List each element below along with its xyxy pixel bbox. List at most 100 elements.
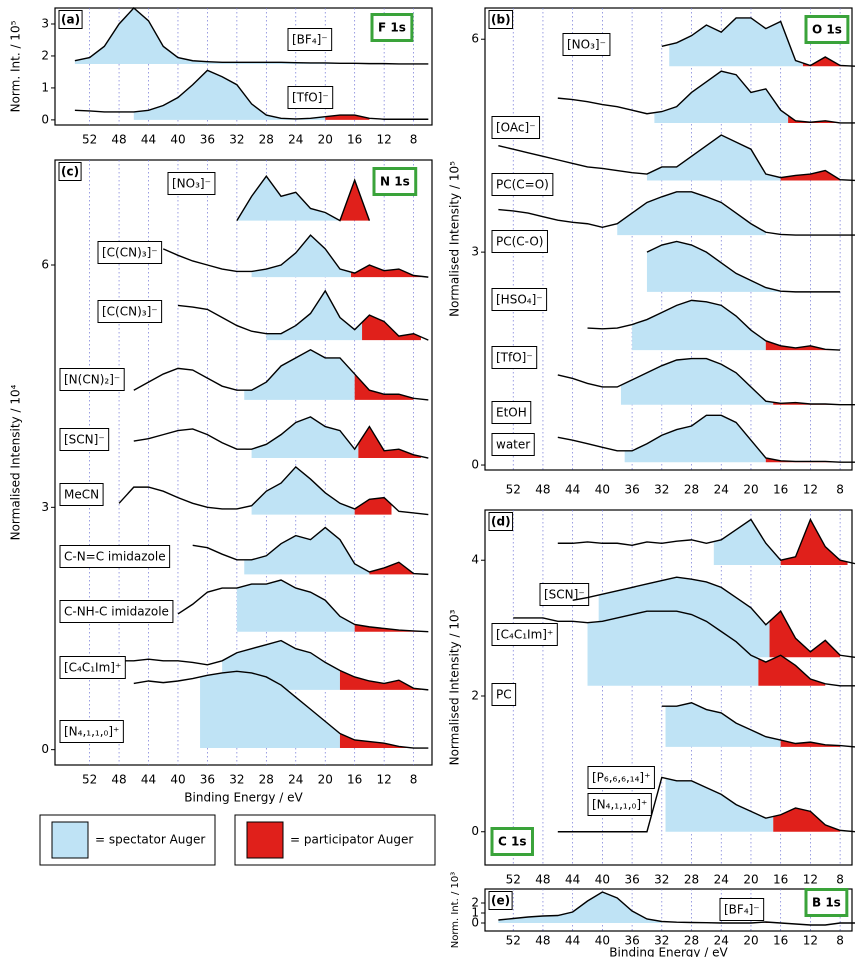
series-label-box bbox=[59, 368, 125, 391]
x-tick-label: 24 bbox=[288, 133, 303, 147]
spectator-fill bbox=[713, 519, 781, 565]
y-tick-label: 3 bbox=[41, 16, 49, 30]
x-tick-label: 16 bbox=[347, 773, 362, 787]
x-tick-label: 20 bbox=[743, 483, 758, 497]
x-tick-label: 48 bbox=[111, 773, 126, 787]
x-tick-label: 40 bbox=[595, 934, 610, 948]
spectrum-line bbox=[557, 414, 855, 463]
element-box bbox=[490, 827, 534, 856]
y-axis-title: Normalised Intensity / 10³ bbox=[448, 609, 462, 765]
y-tick-label: 1 bbox=[471, 906, 479, 920]
spectator-fill bbox=[251, 416, 359, 459]
series-label-box bbox=[59, 428, 110, 451]
x-tick-label: 28 bbox=[259, 773, 274, 787]
series-label-box bbox=[491, 230, 548, 253]
panel-label: (e) bbox=[491, 894, 510, 908]
x-tick-label: 16 bbox=[347, 133, 362, 147]
spectrum-line bbox=[498, 134, 856, 182]
series-label-box bbox=[491, 433, 535, 456]
spectrum-line bbox=[557, 70, 855, 124]
x-tick-label: 20 bbox=[318, 773, 333, 787]
x-tick-label: 24 bbox=[714, 873, 729, 887]
panel-label: (d) bbox=[491, 515, 511, 529]
series-label-box bbox=[491, 346, 538, 369]
spectator-fill bbox=[665, 702, 781, 747]
series-label-box bbox=[287, 28, 333, 51]
x-tick-label: 48 bbox=[111, 133, 126, 147]
x-tick-label: 44 bbox=[141, 773, 156, 787]
participator-fill bbox=[788, 115, 848, 123]
x-tick-label: 28 bbox=[684, 873, 699, 887]
spectrum-line bbox=[557, 517, 856, 565]
spectator-fill bbox=[669, 17, 803, 67]
participator-fill bbox=[339, 180, 370, 221]
series-label-box bbox=[719, 898, 765, 921]
series-label: [BF₄]⁻ bbox=[724, 903, 760, 917]
x-tick-label: 12 bbox=[803, 934, 818, 948]
x-tick-label: 12 bbox=[376, 773, 391, 787]
y-tick-label: 4 bbox=[471, 553, 479, 567]
x-tick-label: 44 bbox=[565, 934, 580, 948]
series-label-box bbox=[59, 483, 104, 506]
element-label: F 1s bbox=[378, 21, 406, 35]
spectrum-line bbox=[646, 240, 841, 293]
spectator-fill bbox=[665, 778, 774, 832]
x-tick-label: 36 bbox=[200, 773, 215, 787]
x-tick-label: 28 bbox=[684, 934, 699, 948]
series-label-box bbox=[287, 86, 334, 109]
x-tick-label: 48 bbox=[535, 934, 550, 948]
spectrum-line bbox=[162, 234, 429, 278]
panel-label-box bbox=[488, 891, 513, 910]
spectrum-line bbox=[498, 191, 855, 236]
x-tick-label: 24 bbox=[288, 773, 303, 787]
series-label: MeCN bbox=[64, 488, 99, 502]
x-axis-title: Binding Energy / eV bbox=[609, 946, 728, 957]
y-tick-label: 6 bbox=[471, 32, 479, 46]
y-tick-label: 0 bbox=[41, 112, 49, 126]
element-label: N 1s bbox=[380, 175, 410, 189]
series-label-box bbox=[59, 600, 174, 623]
spectator-fill bbox=[74, 8, 355, 64]
x-tick-label: 16 bbox=[773, 873, 788, 887]
spectrum-line bbox=[587, 299, 841, 351]
spectator-fill bbox=[620, 358, 774, 405]
x-tick-label: 44 bbox=[141, 133, 156, 147]
x-tick-label: 20 bbox=[743, 934, 758, 948]
spectrum-line bbox=[572, 576, 856, 658]
spectrum-line bbox=[236, 174, 371, 222]
x-tick-label: 52 bbox=[82, 133, 97, 147]
element-box bbox=[370, 13, 414, 42]
x-tick-label: 52 bbox=[506, 873, 521, 887]
participator-fill bbox=[354, 497, 392, 515]
participator-fill bbox=[769, 611, 841, 658]
series-label: [N₄,₁,₁,₀]⁺ bbox=[64, 725, 119, 739]
y-tick-label: 2 bbox=[471, 896, 479, 910]
spectrum-line bbox=[661, 702, 856, 748]
spectrum-line bbox=[192, 526, 429, 576]
y-axis-title: Norm. Int. / 10³ bbox=[450, 872, 461, 948]
x-tick-label: 32 bbox=[229, 773, 244, 787]
series-label: [OAc]⁻ bbox=[496, 121, 536, 135]
series-label-box bbox=[97, 241, 163, 264]
spectator-fill bbox=[654, 71, 789, 123]
y-axis-title: Normalised Intensity / 10⁴ bbox=[9, 384, 23, 540]
element-box bbox=[804, 888, 849, 917]
y-tick-label: 1 bbox=[41, 80, 49, 94]
legend-swatch bbox=[246, 821, 284, 859]
element-box bbox=[372, 167, 418, 196]
x-tick-label: 48 bbox=[535, 483, 550, 497]
x-tick-label: 12 bbox=[376, 133, 391, 147]
spectator-fill bbox=[236, 580, 355, 632]
series-label: [N₄,₁,₁,₀]⁺ bbox=[592, 798, 647, 812]
x-tick-label: 40 bbox=[170, 133, 185, 147]
panel-label: (a) bbox=[61, 13, 80, 27]
spectator-fill bbox=[632, 300, 766, 351]
series-label-box bbox=[491, 683, 517, 706]
spectator-fill bbox=[498, 892, 662, 923]
y-tick-label: 0 bbox=[471, 824, 479, 838]
series-label: [N(CN)₂]⁻ bbox=[64, 373, 120, 387]
x-tick-label: 36 bbox=[200, 133, 215, 147]
participator-fill bbox=[339, 670, 421, 690]
x-tick-label: 24 bbox=[714, 483, 729, 497]
